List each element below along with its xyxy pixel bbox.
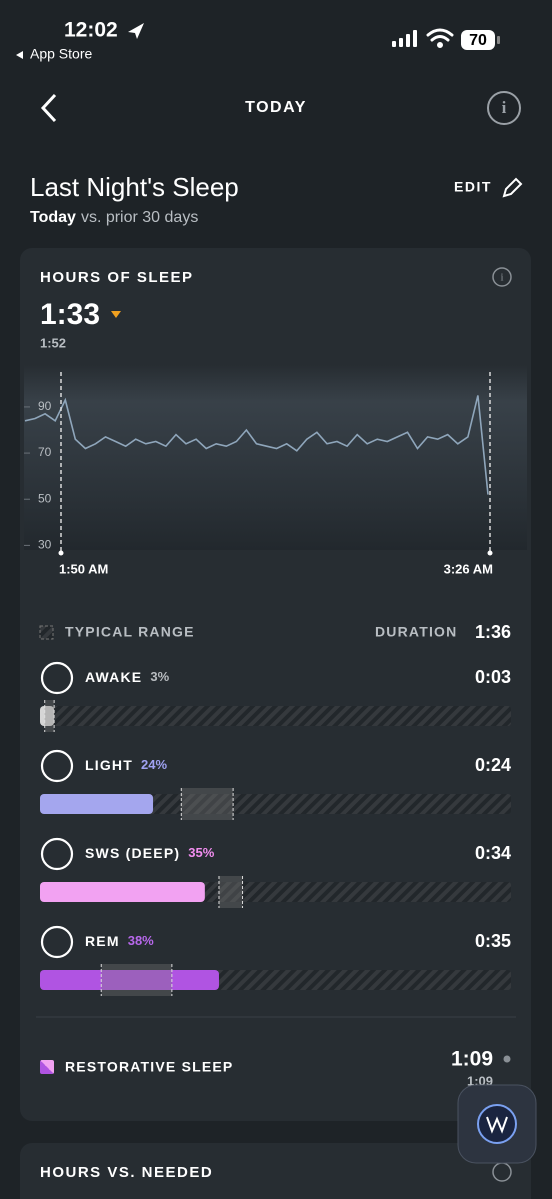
y-tick-label: 90 — [38, 399, 52, 413]
stage-percent: 38% — [128, 933, 154, 948]
stage-label: AWAKE 3% — [85, 669, 170, 685]
header-title: Last Night's Sleep — [30, 172, 239, 202]
signal-icon — [392, 30, 417, 47]
stage-duration: 0:34 — [475, 843, 511, 863]
stage-bar — [40, 794, 154, 814]
stage-name: AWAKE — [85, 669, 142, 685]
stage-duration: 0:35 — [475, 931, 511, 951]
stage-label: REM 38% — [85, 933, 154, 949]
battery-icon — [461, 30, 495, 50]
battery-cap — [497, 36, 500, 44]
stage-name: REM — [85, 933, 120, 949]
typical-range — [44, 700, 55, 732]
restorative-label: RESTORATIVE SLEEP — [65, 1059, 233, 1075]
stage-duration: 0:03 — [475, 667, 511, 687]
typical-range — [101, 964, 172, 996]
sleep-prior: 1:52 — [40, 335, 66, 350]
duration-value: 1:36 — [475, 622, 511, 642]
edit-icon[interactable] — [502, 177, 523, 198]
sleep-value: 1:33 — [40, 298, 100, 331]
wifi-icon — [426, 28, 454, 48]
stage-track — [40, 706, 511, 726]
trend-down-icon — [111, 311, 121, 318]
restorative-value: 1:09 — [451, 1048, 493, 1071]
header-subtitle: Today vs. prior 30 days — [30, 209, 198, 226]
needed-card — [20, 1143, 531, 1199]
stage-bar — [40, 970, 219, 990]
stage-duration: 0:24 — [475, 755, 511, 775]
back-app[interactable]: App Store — [30, 46, 92, 62]
stage-icon — [40, 749, 74, 783]
duration-label: DURATION — [375, 624, 457, 640]
y-tick-label: 30 — [38, 538, 52, 552]
hr-chart: 30 50 70 90 1:50 AM 3:26 AM — [24, 372, 493, 576]
stage-icon — [40, 925, 74, 959]
stages: AWAKE 3% 0:03 LIGHT 24% 0:24 SWS (DEEP) 35% 0:34… — [40, 661, 511, 996]
stage-icon — [40, 661, 74, 695]
stage-name: LIGHT — [85, 757, 133, 773]
chart-area — [24, 365, 527, 550]
status-time: 12:02 — [64, 19, 118, 42]
card-info[interactable] — [492, 267, 512, 287]
back-app-icon[interactable] — [16, 51, 23, 59]
battery-level: 70 — [469, 32, 487, 49]
time-dot — [487, 550, 493, 556]
edit-button[interactable]: EDIT — [454, 179, 492, 195]
needed-title: HOURS VS. NEEDED — [40, 1164, 213, 1181]
stage-icon — [40, 837, 74, 871]
back-button[interactable] — [40, 93, 57, 123]
legend-swatch — [39, 625, 54, 640]
legend-label: TYPICAL RANGE — [65, 624, 195, 640]
subtitle-rest: vs. prior 30 days — [81, 209, 198, 226]
stage-percent: 3% — [150, 669, 169, 684]
info-button[interactable] — [487, 91, 521, 125]
x-label: 1:50 AM — [59, 561, 108, 576]
restorative-dot — [503, 1055, 511, 1063]
typical-range — [181, 788, 234, 820]
card-title: HOURS OF SLEEP — [40, 269, 194, 286]
coach-logo — [486, 1116, 508, 1134]
nav-title: TODAY — [245, 99, 307, 116]
hr-line — [24, 395, 489, 495]
stage-label: SWS (DEEP) 35% — [85, 845, 215, 861]
y-tick-label: 70 — [38, 445, 52, 459]
stage-percent: 24% — [141, 757, 167, 772]
x-label: 3:26 AM — [444, 561, 493, 576]
stage-name: SWS (DEEP) — [85, 845, 180, 861]
stage-label: LIGHT 24% — [85, 757, 167, 773]
stage-track — [40, 794, 511, 814]
stage-bar — [40, 882, 205, 902]
info-icon: i — [502, 98, 507, 117]
location-icon — [128, 23, 144, 39]
time-dot — [58, 550, 64, 556]
typical-range — [218, 876, 243, 908]
coach-icon[interactable] — [477, 1104, 517, 1144]
card-info-icon: i — [500, 272, 503, 284]
stage-percent: 35% — [188, 845, 214, 860]
restorative-icon — [40, 1060, 54, 1074]
y-tick-label: 50 — [38, 491, 52, 505]
subtitle-bold: Today — [30, 209, 76, 226]
stage-bar — [40, 706, 55, 726]
